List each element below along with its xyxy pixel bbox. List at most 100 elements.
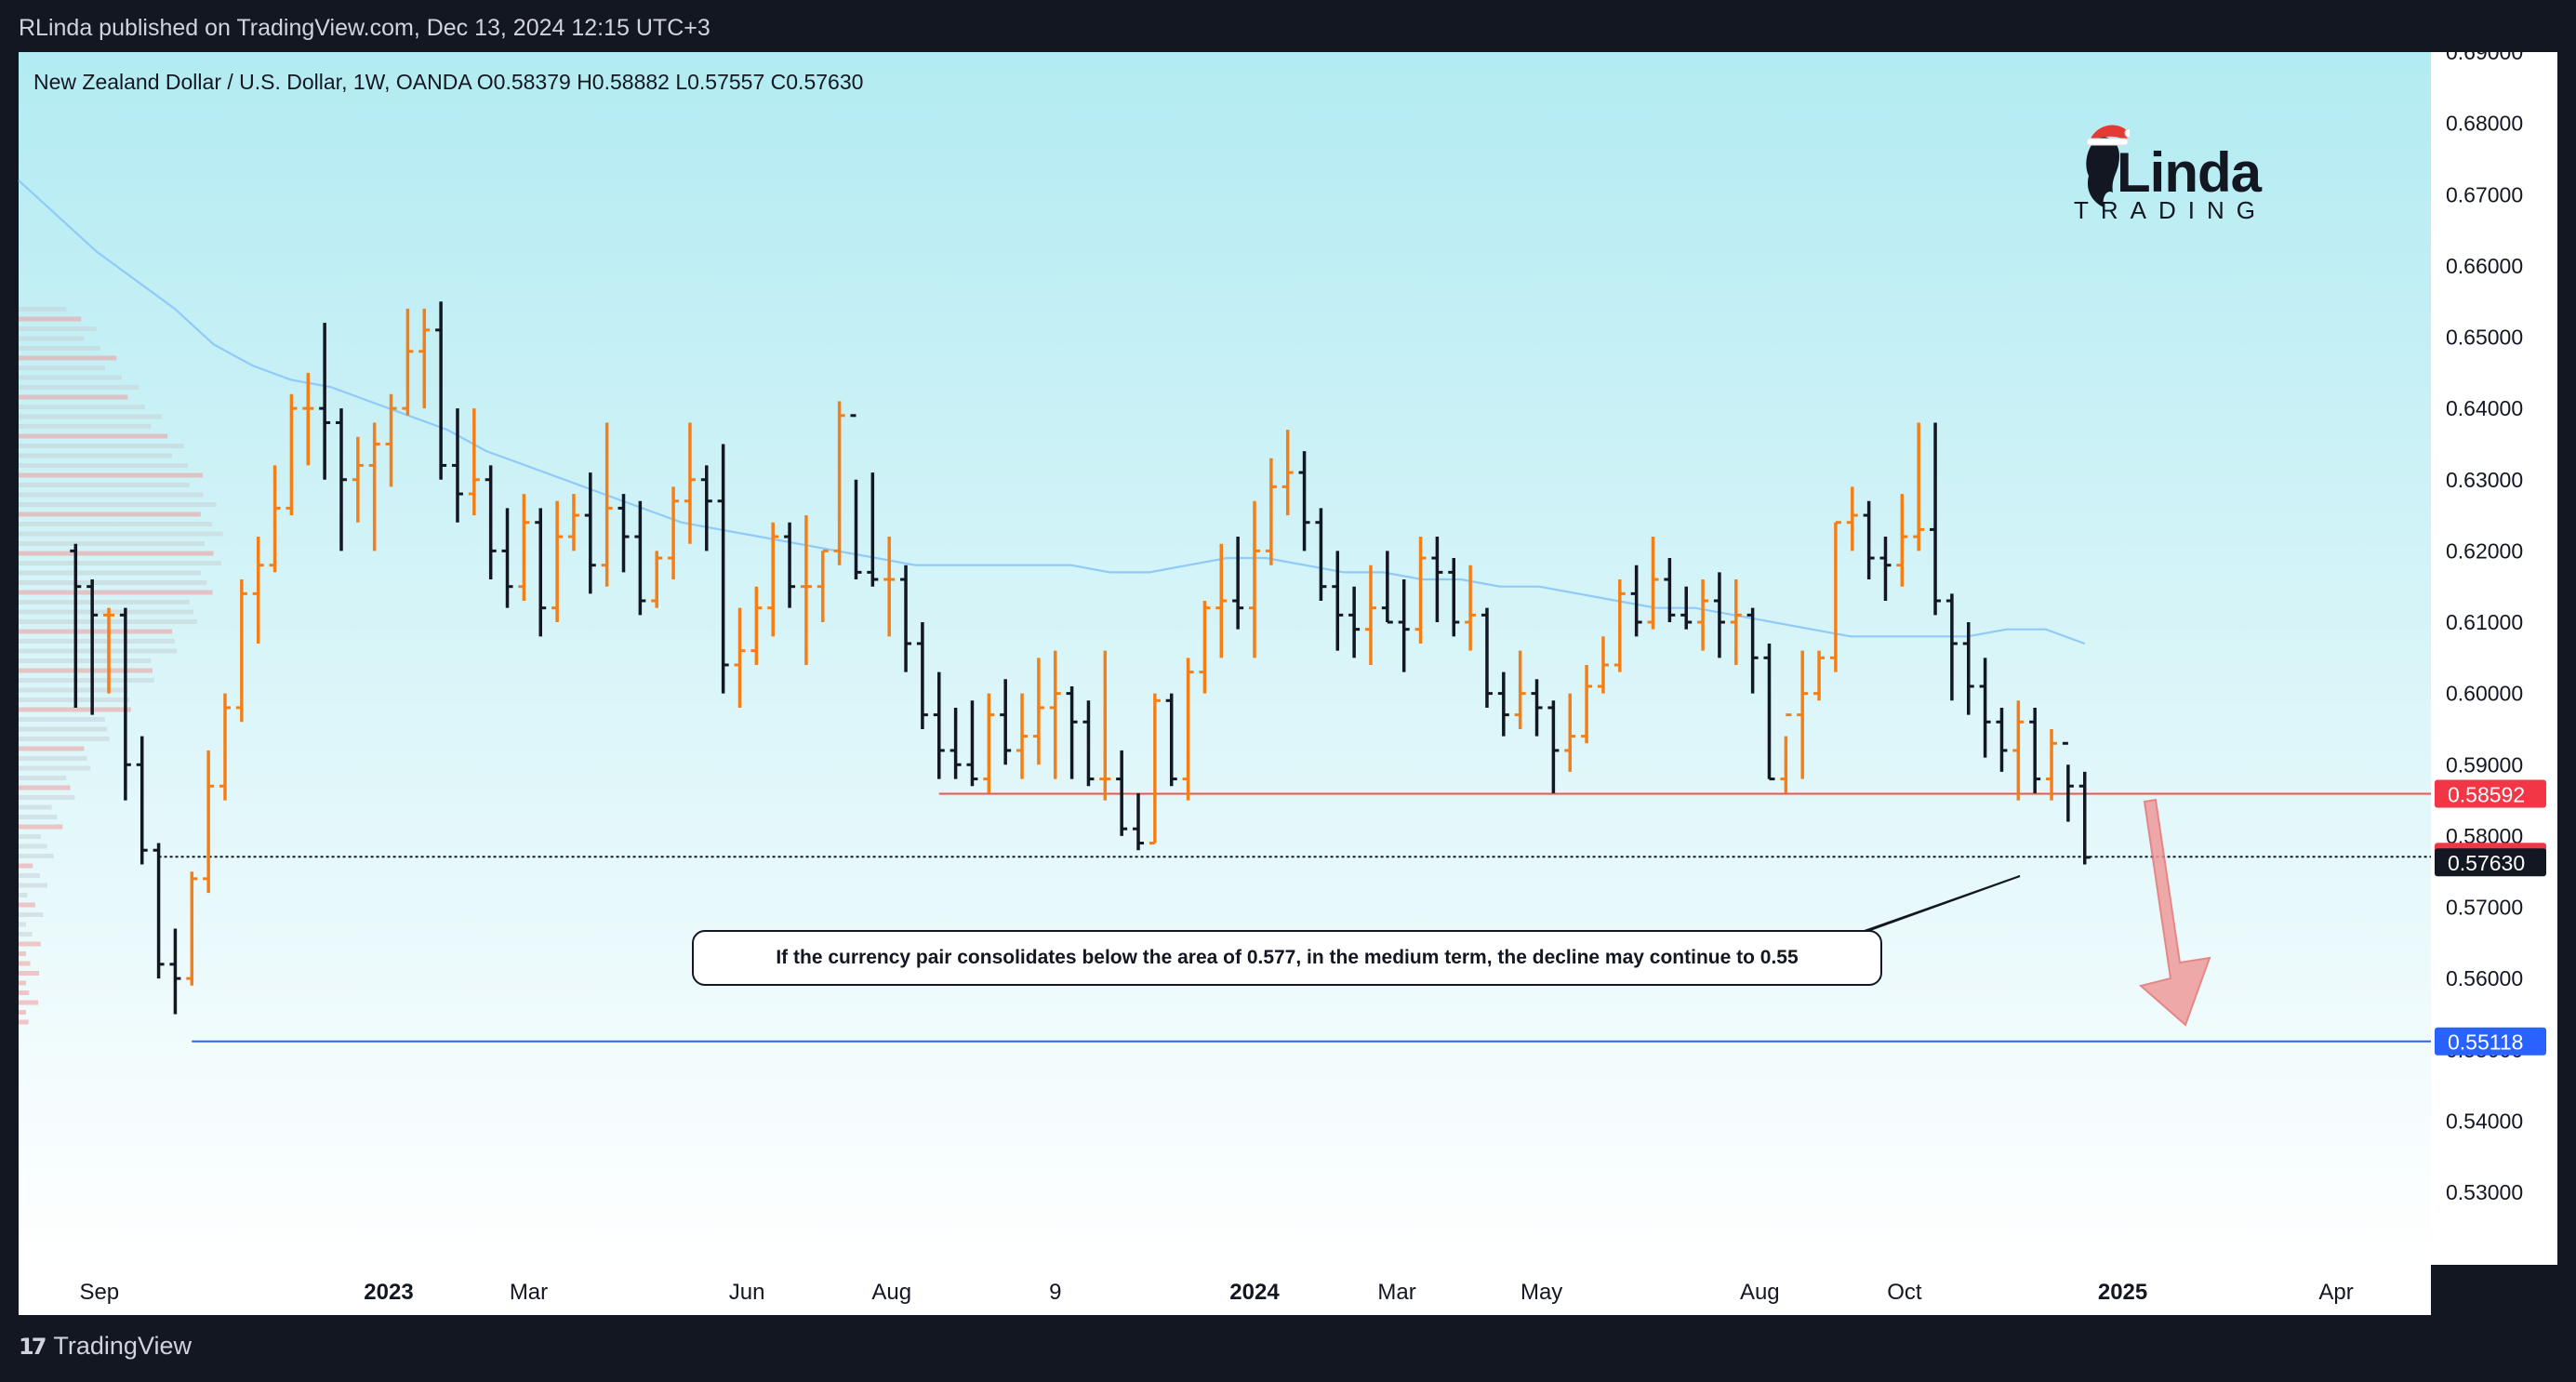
ohlc-bar[interactable] — [269, 465, 281, 573]
ohlc-bar[interactable] — [668, 486, 680, 580]
ohlc-bar[interactable] — [451, 408, 463, 523]
ohlc-bar[interactable] — [900, 565, 912, 672]
ohlc-bar[interactable] — [501, 508, 513, 608]
ohlc-bar[interactable] — [784, 522, 796, 608]
ohlc-bar[interactable] — [1414, 537, 1427, 644]
ohlc-bar[interactable] — [1497, 671, 1509, 737]
ohlc-bar[interactable] — [966, 700, 978, 787]
annotation-callout[interactable]: If the currency pair consolidates below … — [692, 930, 1882, 986]
ohlc-bar[interactable] — [1281, 430, 1294, 516]
ohlc-bar[interactable] — [1945, 593, 1958, 701]
ohlc-bar[interactable] — [1996, 707, 2008, 772]
ohlc-bar[interactable] — [319, 323, 331, 480]
ohlc-bar[interactable] — [1664, 558, 1676, 622]
ohlc-bar[interactable] — [1564, 693, 1576, 772]
ohlc-bar[interactable] — [1182, 658, 1194, 801]
ohlc-bar[interactable] — [584, 472, 596, 594]
ohlc-bar[interactable] — [1879, 537, 1892, 602]
ohlc-bar[interactable] — [1647, 537, 1659, 630]
ohlc-bar[interactable] — [883, 537, 896, 637]
ohlc-bar[interactable] — [103, 607, 115, 694]
ohlc-bar[interactable] — [1896, 494, 1908, 587]
ohlc-bar[interactable] — [1465, 565, 1477, 651]
ohlc-bar[interactable] — [1049, 650, 1061, 779]
ohlc-bar[interactable] — [402, 308, 414, 416]
ohlc-bar[interactable] — [1797, 650, 1809, 779]
ohlc-bar[interactable] — [1630, 565, 1642, 637]
ohlc-bar[interactable] — [916, 622, 928, 729]
ohlc-bar[interactable] — [734, 607, 746, 708]
ohlc-bar[interactable] — [717, 444, 729, 694]
ohlc-bar[interactable] — [1613, 579, 1626, 672]
ohlc-bar[interactable] — [1381, 551, 1393, 624]
ohlc-bar[interactable] — [1116, 750, 1128, 836]
ohlc-bar[interactable] — [352, 436, 364, 523]
ohlc-bar[interactable] — [949, 707, 962, 779]
ohlc-bar[interactable] — [435, 301, 447, 480]
ohlc-bar[interactable] — [1431, 537, 1443, 622]
ohlc-bar[interactable] — [1332, 551, 1344, 651]
ohlc-bar[interactable] — [1930, 422, 1942, 616]
down-arrow-icon[interactable] — [2138, 798, 2211, 1027]
ohlc-bar[interactable] — [153, 843, 165, 979]
ohlc-bar[interactable] — [468, 408, 480, 516]
ohlc-bar[interactable] — [1863, 500, 1875, 580]
ohlc-bar[interactable] — [817, 549, 829, 622]
ohlc-bar[interactable] — [867, 472, 879, 587]
ohlc-bar[interactable] — [235, 579, 247, 723]
ohlc-bar[interactable] — [535, 508, 547, 637]
ohlc-bar[interactable] — [567, 494, 579, 551]
ohlc-bar[interactable] — [485, 465, 497, 580]
ohlc-bar[interactable] — [2046, 728, 2058, 801]
ohlc-bar[interactable] — [750, 586, 763, 665]
ohlc-bar[interactable] — [1962, 622, 1974, 715]
ohlc-bar[interactable] — [1481, 607, 1493, 708]
ohlc-bar[interactable] — [1315, 508, 1327, 602]
ohlc-bar[interactable] — [252, 537, 264, 644]
ohlc-bar[interactable] — [933, 671, 945, 779]
ohlc-bar[interactable] — [2062, 741, 2074, 822]
ohlc-bar[interactable] — [1713, 572, 1725, 658]
ohlc-bar[interactable] — [1979, 658, 1991, 758]
ohlc-bar[interactable] — [700, 465, 712, 551]
ohlc-bar[interactable] — [1448, 558, 1460, 637]
ohlc-bar[interactable] — [1265, 458, 1277, 565]
ohlc-bar[interactable] — [800, 515, 812, 665]
ohlc-bar[interactable] — [551, 500, 564, 622]
ohlc-bar[interactable] — [634, 500, 646, 616]
ohlc-bar[interactable] — [1016, 693, 1029, 779]
ohlc-bar[interactable] — [1165, 693, 1177, 787]
ohlc-bar[interactable] — [1697, 579, 1709, 651]
ohlc-bar[interactable] — [1099, 650, 1111, 801]
ohlc-bar[interactable] — [1298, 451, 1310, 551]
ohlc-bar[interactable] — [1032, 658, 1044, 765]
ohlc-bar[interactable] — [1680, 586, 1693, 630]
ohlc-bar[interactable] — [1232, 537, 1244, 630]
tradingview-brand[interactable]: 17 TradingView — [19, 1332, 192, 1361]
ohlc-bar[interactable] — [2012, 700, 2025, 801]
ohlc-bar[interactable] — [1215, 543, 1228, 658]
ohlc-bar[interactable] — [368, 422, 380, 551]
ohlc-bar[interactable] — [1829, 521, 1841, 672]
ohlc-bar[interactable] — [617, 494, 630, 573]
ohlc-bar[interactable] — [1066, 685, 1078, 779]
ohlc-bar[interactable] — [1597, 636, 1609, 694]
ohlc-bar[interactable] — [1514, 650, 1526, 729]
ohlc-bar[interactable] — [418, 308, 431, 409]
ohlc-bar[interactable] — [1082, 700, 1095, 787]
ohlc-bar[interactable] — [2078, 771, 2091, 865]
ohlc-bar[interactable] — [767, 522, 779, 637]
ohlc-bar[interactable] — [86, 579, 99, 715]
ohlc-bar[interactable] — [1000, 679, 1012, 765]
ohlc-bar[interactable] — [1581, 664, 1593, 744]
ohlc-bar[interactable] — [684, 422, 696, 544]
ohlc-bar[interactable] — [169, 928, 181, 1015]
ohlc-bar[interactable] — [1763, 643, 1775, 781]
ohlc-bar[interactable] — [1547, 700, 1560, 793]
ohlc-bar[interactable] — [1813, 650, 1826, 701]
ohlc-bar[interactable] — [1133, 792, 1145, 851]
ohlc-bar[interactable] — [651, 551, 663, 608]
ohlc-bar[interactable] — [1199, 601, 1211, 694]
ohlc-bar[interactable] — [385, 393, 397, 487]
